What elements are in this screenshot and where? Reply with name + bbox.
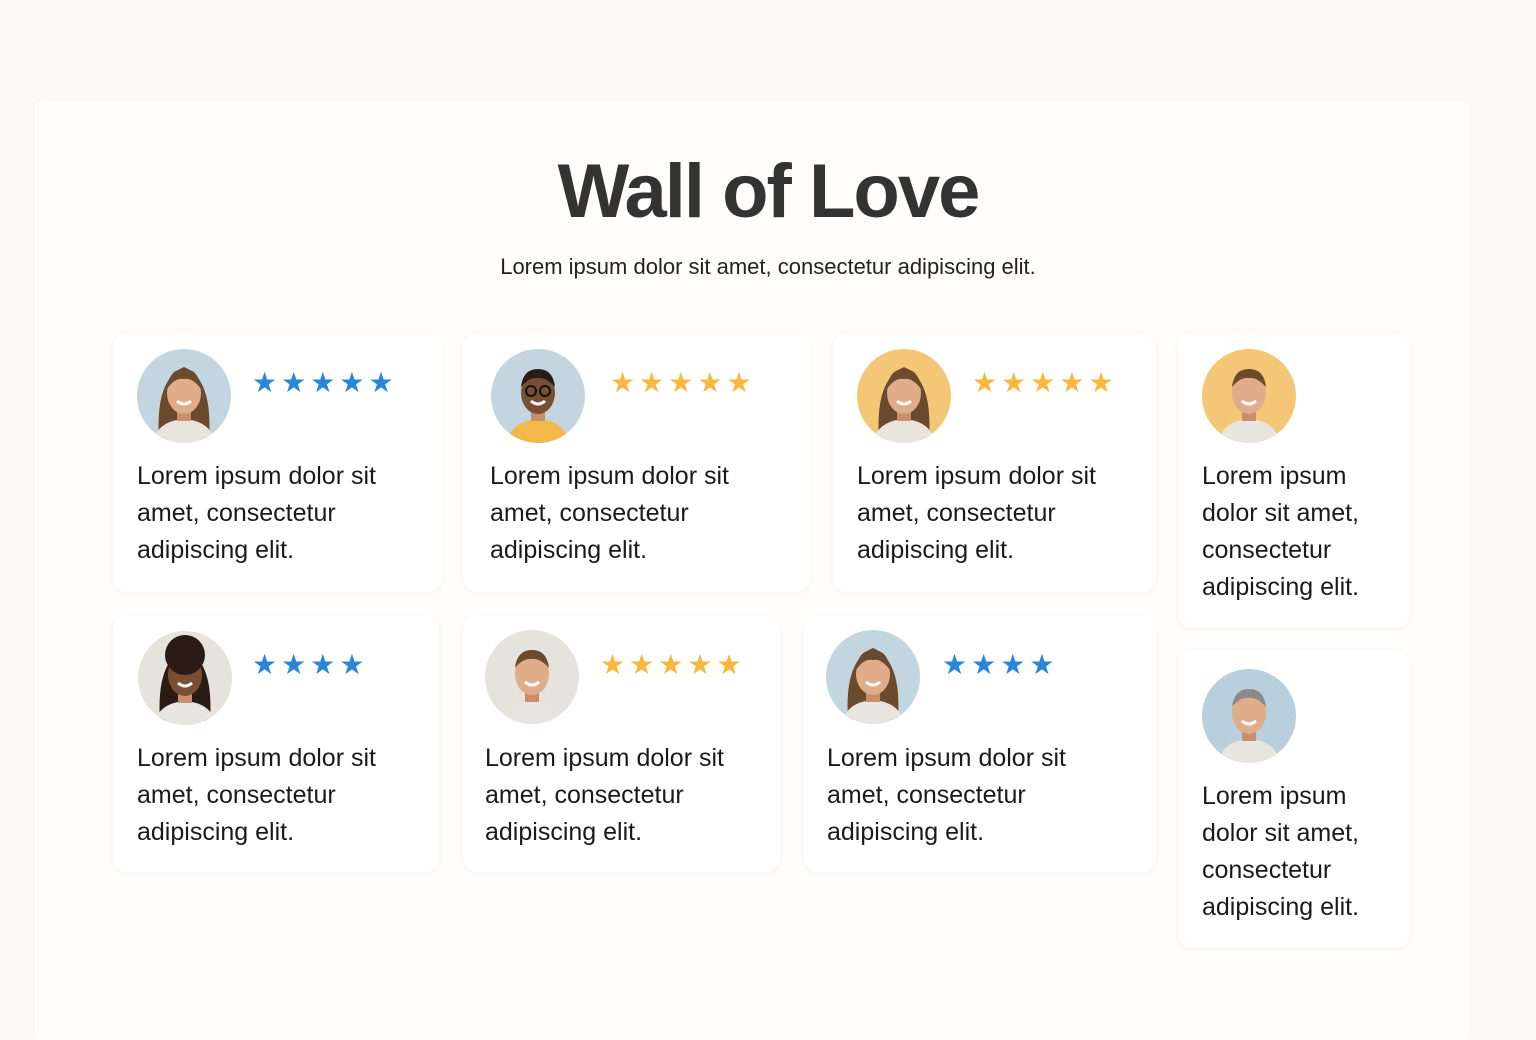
star-icon: ★ (368, 367, 394, 398)
star-icon: ★ (252, 649, 278, 680)
star-icon: ★ (252, 367, 278, 398)
testimonial-text: Lorem ipsum dolor sit amet, consectetur … (1202, 782, 1360, 921)
star-icon: ★ (339, 367, 365, 398)
star-icon: ★ (687, 649, 713, 680)
testimonial-text: Lorem ipsum dolor sit amet, consectetur … (485, 744, 724, 846)
star-icon: ★ (971, 649, 997, 680)
avatar-man-glasses-icon (491, 349, 585, 443)
star-icon: ★ (1001, 367, 1027, 398)
star-rating: ★ ★ ★ ★ ★ (972, 369, 1114, 397)
testimonial-text: Lorem ipsum dolor sit amet, consectetur … (1202, 462, 1360, 601)
star-icon: ★ (668, 367, 694, 398)
star-rating: ★ ★ ★ ★ ★ (600, 651, 742, 679)
star-icon: ★ (1088, 367, 1114, 398)
page-subtitle: Lorem ipsum dolor sit amet, consectetur … (500, 254, 1036, 279)
star-rating: ★ ★ ★ ★ ★ (252, 369, 394, 397)
star-icon: ★ (281, 367, 307, 398)
star-rating: ★ ★ ★ ★ ★ (610, 369, 752, 397)
star-icon: ★ (658, 649, 684, 680)
star-icon: ★ (726, 367, 752, 398)
star-rating: ★ ★ ★ ★ (252, 651, 364, 679)
testimonial-text: Lorem ipsum dolor sit amet, consectetur … (827, 744, 1066, 846)
avatar-woman-icon (857, 349, 951, 443)
star-icon: ★ (716, 649, 742, 680)
star-icon: ★ (697, 367, 723, 398)
star-icon: ★ (281, 649, 307, 680)
star-icon: ★ (942, 649, 968, 680)
star-icon: ★ (339, 649, 365, 680)
testimonial-text: Lorem ipsum dolor sit amet, consectetur … (857, 462, 1096, 564)
star-icon: ★ (610, 367, 636, 398)
star-icon: ★ (639, 367, 665, 398)
star-icon: ★ (600, 649, 626, 680)
star-icon: ★ (1000, 649, 1026, 680)
testimonial-text: Lorem ipsum dolor sit amet, consectetur … (490, 462, 729, 564)
star-rating: ★ ★ ★ ★ (942, 651, 1054, 679)
avatar-man-beard-icon (1202, 349, 1296, 443)
page-title: Wall of Love (557, 149, 981, 234)
star-icon: ★ (310, 367, 336, 398)
star-icon: ★ (629, 649, 655, 680)
avatar-woman-icon (137, 349, 231, 443)
avatar-man-icon (485, 630, 579, 724)
avatar-woman-icon (826, 630, 920, 724)
avatar-man-gray-icon (1202, 669, 1296, 763)
testimonial-text: Lorem ipsum dolor sit amet, consectetur … (137, 744, 376, 846)
star-icon: ★ (1030, 367, 1056, 398)
star-icon: ★ (972, 367, 998, 398)
star-icon: ★ (1029, 649, 1055, 680)
testimonial-text: Lorem ipsum dolor sit amet, consectetur … (137, 462, 376, 564)
star-icon: ★ (310, 649, 336, 680)
star-icon: ★ (1059, 367, 1085, 398)
avatar-woman-curly-icon (138, 631, 232, 725)
